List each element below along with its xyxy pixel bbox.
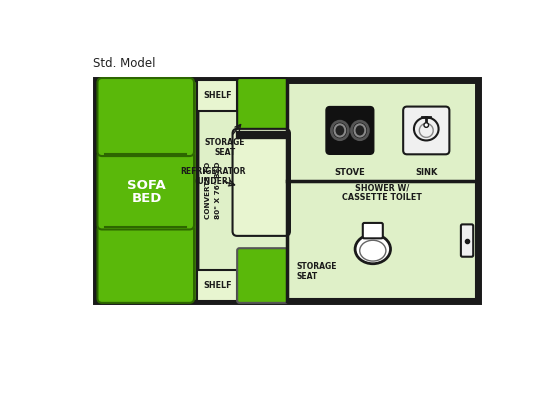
Ellipse shape: [352, 121, 368, 140]
Text: CONVERTS TO: CONVERTS TO: [205, 162, 211, 219]
Bar: [96, 80, 478, 300]
Text: SHOWER W/: SHOWER W/: [355, 184, 410, 193]
Text: 80" X 76" BED: 80" X 76" BED: [215, 162, 221, 219]
FancyBboxPatch shape: [97, 152, 194, 230]
FancyBboxPatch shape: [403, 106, 449, 154]
FancyBboxPatch shape: [326, 106, 374, 154]
Ellipse shape: [354, 124, 365, 137]
FancyBboxPatch shape: [97, 225, 194, 303]
FancyBboxPatch shape: [233, 129, 290, 236]
FancyBboxPatch shape: [97, 78, 194, 156]
Text: SINK: SINK: [415, 168, 438, 177]
Ellipse shape: [331, 121, 348, 140]
Ellipse shape: [334, 124, 345, 137]
Text: CASSETTE TOILET: CASSETTE TOILET: [343, 193, 422, 202]
Bar: [197, 80, 237, 111]
Text: BED: BED: [131, 192, 162, 205]
Bar: [96, 80, 197, 300]
Bar: [197, 270, 237, 300]
Text: STOVE: STOVE: [334, 168, 365, 177]
Ellipse shape: [355, 234, 391, 264]
FancyBboxPatch shape: [237, 248, 288, 303]
Text: STORAGE
SEAT: STORAGE SEAT: [296, 262, 337, 281]
FancyBboxPatch shape: [237, 78, 288, 133]
Text: SOFA: SOFA: [127, 179, 166, 192]
Text: STORAGE
SEAT: STORAGE SEAT: [205, 138, 245, 158]
Bar: [288, 182, 476, 299]
FancyBboxPatch shape: [363, 223, 383, 238]
Ellipse shape: [359, 240, 386, 261]
FancyBboxPatch shape: [461, 224, 473, 257]
Text: Std. Model: Std. Model: [93, 57, 155, 70]
Text: SHELF: SHELF: [203, 281, 231, 290]
Text: SHELF: SHELF: [203, 91, 231, 100]
Text: REFRIGERATOR
(UNDER): REFRIGERATOR (UNDER): [180, 166, 245, 186]
Circle shape: [424, 123, 429, 127]
